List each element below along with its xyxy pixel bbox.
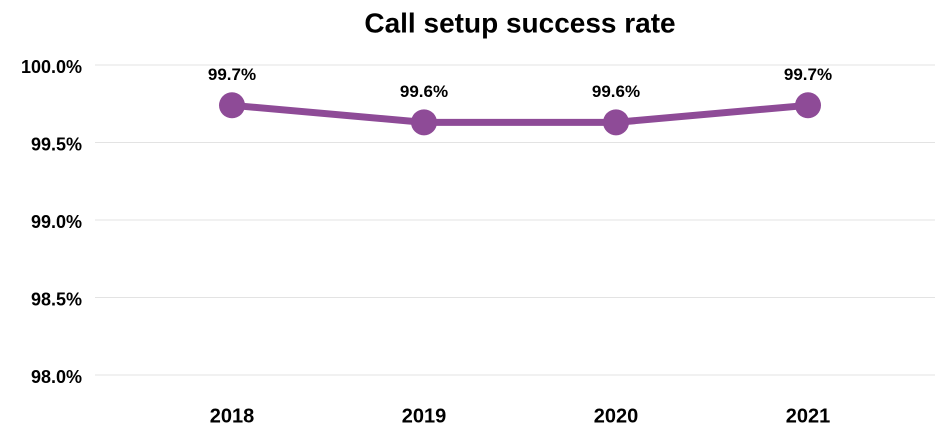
data-point <box>795 92 821 119</box>
y-tick-label: 100.0% <box>21 57 82 77</box>
chart-title: Call setup success rate <box>364 7 675 38</box>
x-tick-label: 2018 <box>210 405 255 427</box>
y-tick-label: 99.0% <box>31 212 82 232</box>
series-line <box>231 101 809 126</box>
data-label: 99.7% <box>784 65 832 84</box>
y-tick-label: 98.5% <box>31 289 82 309</box>
data-label: 99.6% <box>400 82 448 101</box>
y-tick-label: 99.5% <box>31 134 82 154</box>
y-tick-label: 98.0% <box>31 367 82 387</box>
x-tick-label: 2021 <box>786 405 831 427</box>
x-tick-label: 2020 <box>594 405 639 427</box>
data-point <box>219 92 245 119</box>
data-label: 99.6% <box>592 82 640 101</box>
data-point <box>411 109 437 136</box>
x-tick-label: 2019 <box>402 405 447 427</box>
data-point <box>603 109 629 136</box>
data-label: 99.7% <box>208 65 256 84</box>
